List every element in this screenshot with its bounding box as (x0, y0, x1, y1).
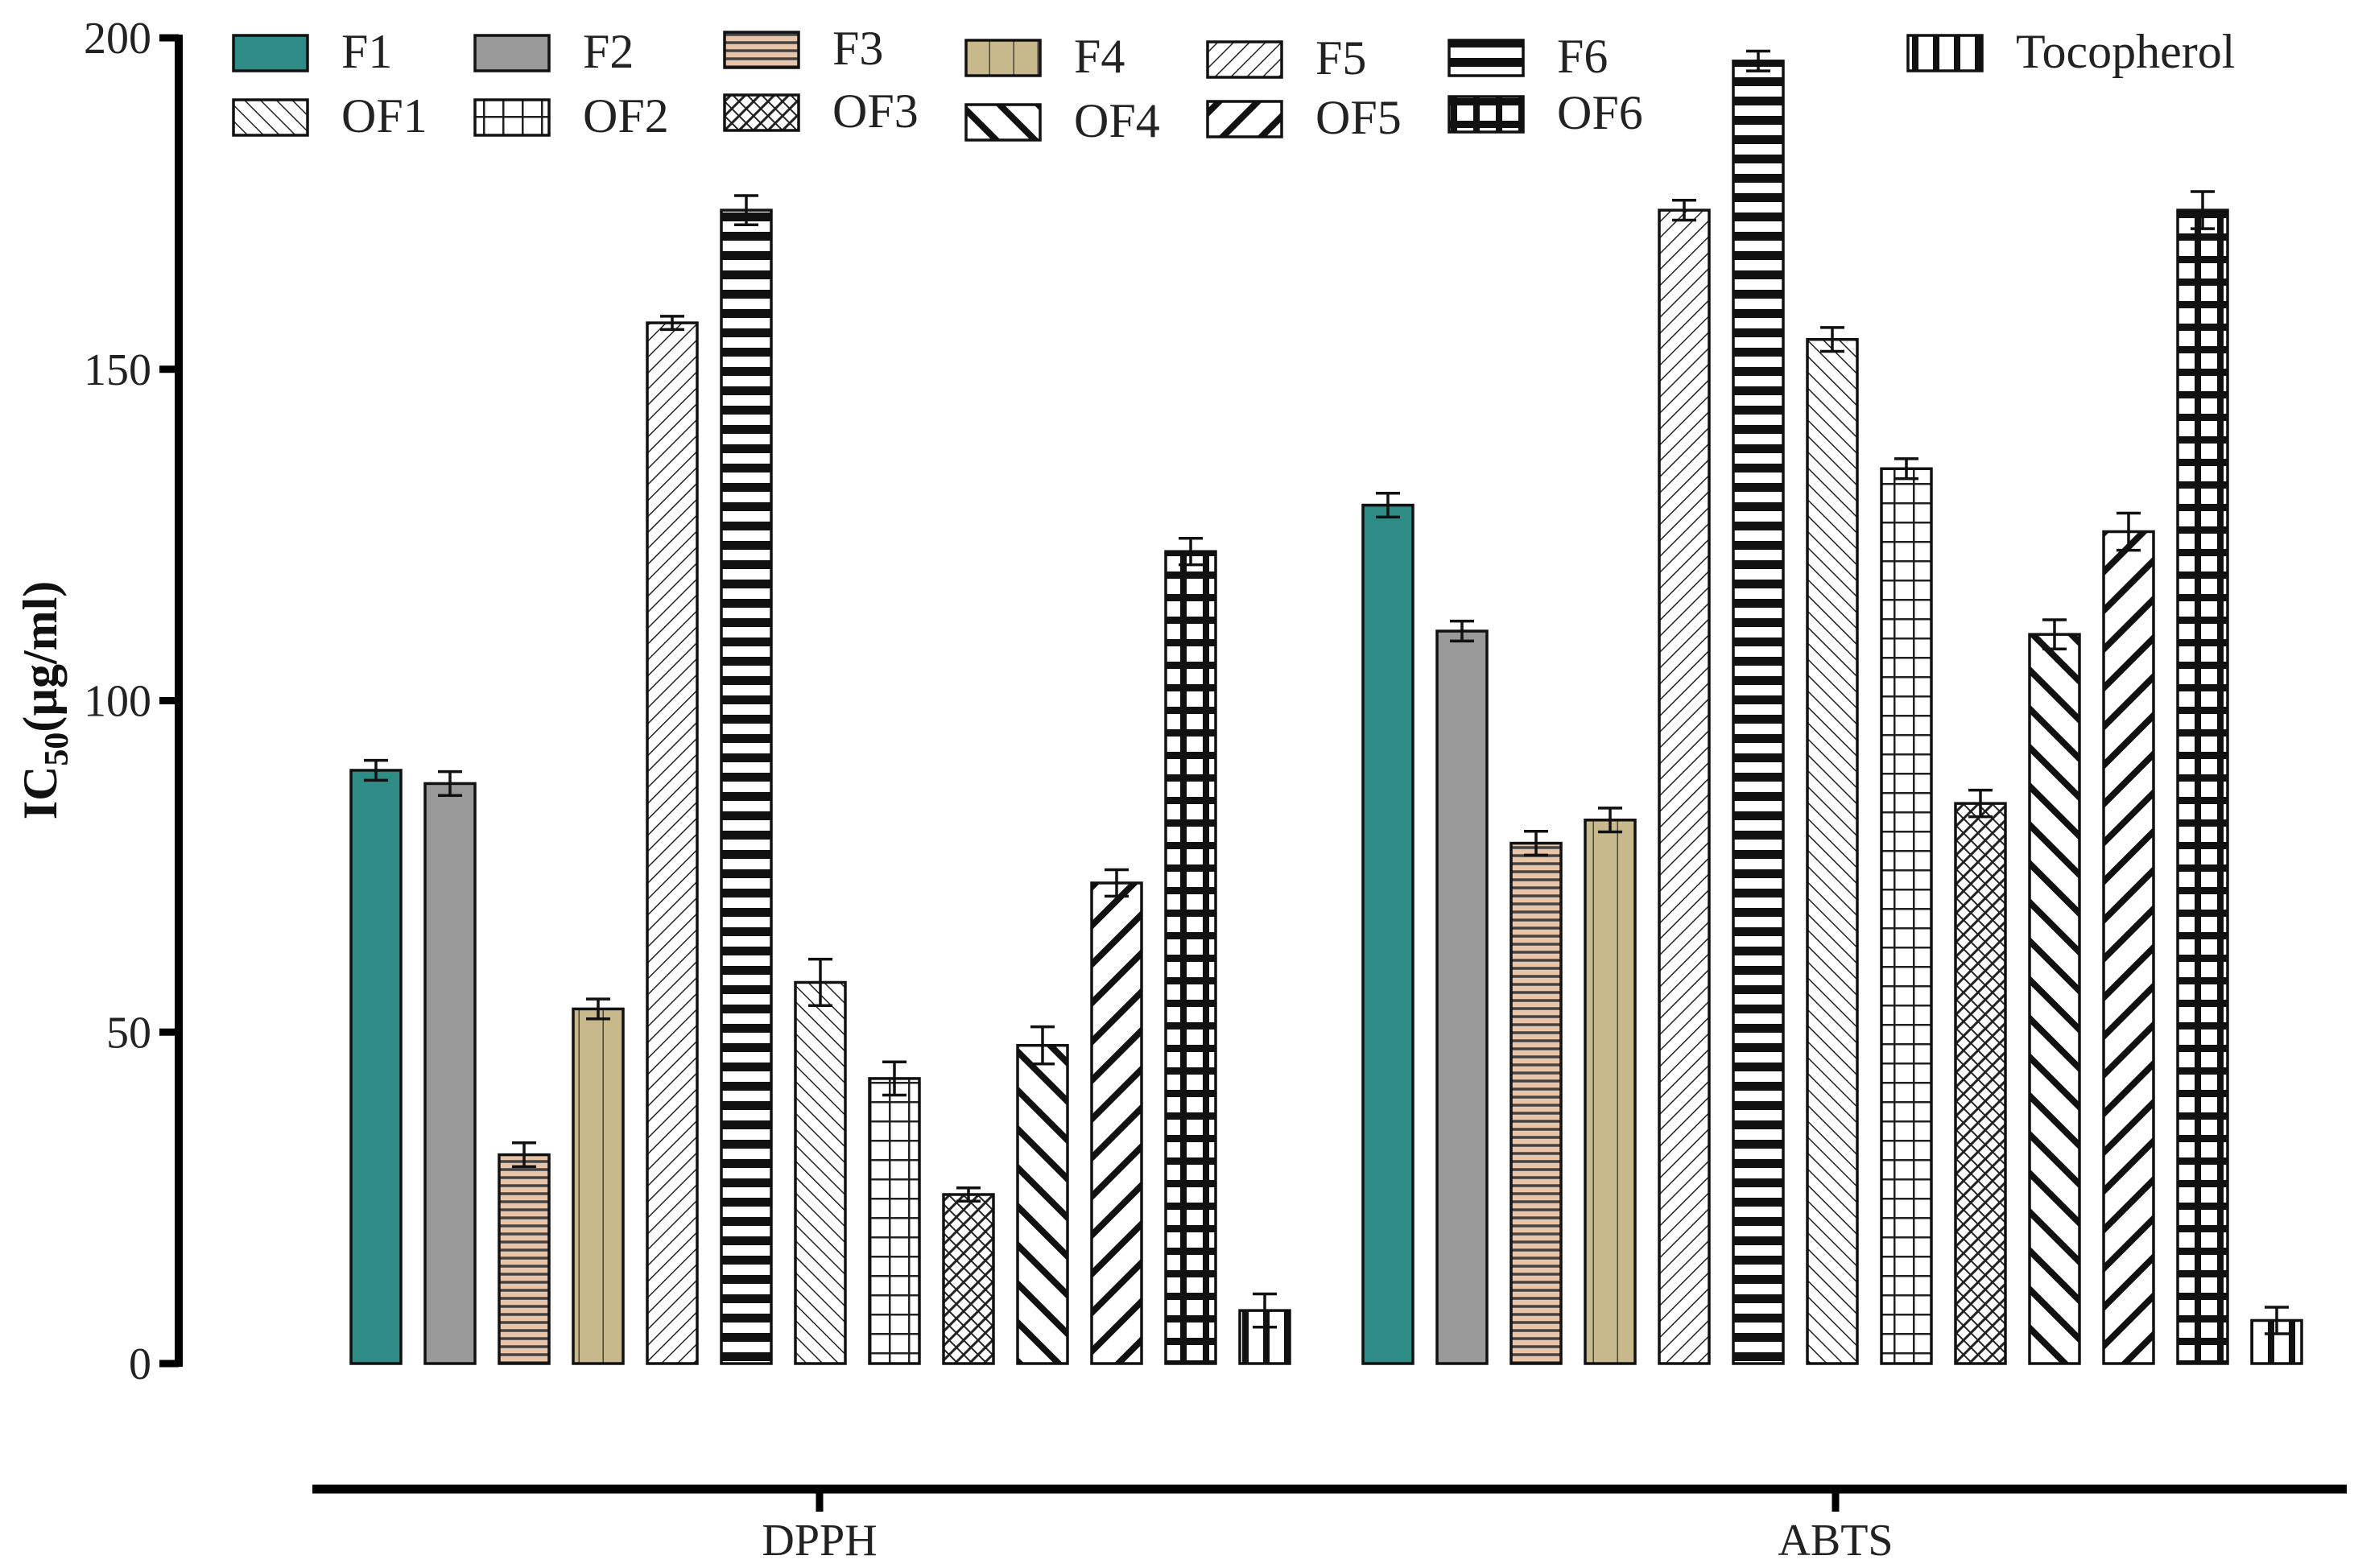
bar-abts-of6 (2176, 208, 2229, 1365)
bar-abts-f5 (1658, 208, 1711, 1365)
legend-swatch-f6 (1448, 39, 1525, 77)
y-axis: 0 50 100 150 200 (84, 14, 183, 1389)
y-tick-label: 50 (106, 1008, 151, 1058)
legend-swatch-f2 (473, 34, 551, 72)
legend-swatch-tocopherol (1906, 34, 1984, 72)
legend-label-f6: F6 (1557, 30, 1608, 83)
legend-swatch-f1 (232, 34, 309, 72)
bar-dpph-of2 (868, 1077, 921, 1365)
legend-swatch-f4 (964, 39, 1042, 77)
bar-dpph-f1 (349, 769, 403, 1365)
x-category-label-abts: ABTS (1778, 1516, 1893, 1566)
bar-abts-of2 (1880, 467, 1933, 1365)
legend-label-of5: OF5 (1315, 91, 1402, 144)
bar-dpph-f3 (498, 1153, 551, 1365)
x-category-label-dpph: DPPH (762, 1516, 877, 1566)
bar-abts-f2 (1435, 629, 1489, 1365)
legend-label-of4: OF4 (1074, 94, 1160, 147)
legend-swatch-of2 (473, 98, 551, 137)
bar-abts-f4 (1584, 818, 1637, 1365)
legend-label-tocopherol: Tocopherol (2016, 25, 2235, 78)
legend-label-f5: F5 (1315, 31, 1366, 85)
bar-dpph-of4 (1016, 1043, 1069, 1365)
legend-label-of2: OF2 (583, 89, 669, 142)
y-axis-label-unit: (µg/ml) (14, 581, 67, 732)
bar-dpph-of3 (942, 1193, 995, 1365)
legend-swatch-of6 (1448, 95, 1525, 134)
bar-dpph-of5 (1090, 881, 1143, 1365)
bar-dpph-f5 (646, 321, 699, 1365)
bar-abts-f1 (1361, 503, 1414, 1365)
x-axis: DPPH ABTS (312, 1484, 2347, 1566)
legend-label-of6: OF6 (1557, 86, 1643, 139)
legend-swatch-of1 (232, 98, 309, 137)
y-axis-label-main: IC (14, 766, 67, 820)
bar-dpph-f2 (423, 782, 477, 1365)
bar-abts-f3 (1509, 841, 1563, 1365)
bar-abts-of4 (2028, 633, 2081, 1365)
y-tick-label: 0 (129, 1339, 151, 1389)
legend-swatch-of5 (1206, 100, 1283, 138)
bar-abts-f6 (1732, 60, 1785, 1365)
bar-dpph-of1 (794, 980, 847, 1365)
legend: F1 F2 F3 F4 F5 F6 OF1 OF2 OF3 OF4 OF5 OF6 Tocopherol (232, 22, 2235, 147)
legend-swatch-of4 (964, 103, 1042, 142)
y-axis-label-subscript: 50 (39, 732, 76, 766)
y-tick-label: 150 (84, 345, 151, 395)
legend-label-f3: F3 (832, 22, 883, 75)
legend-label-f1: F1 (341, 25, 392, 78)
bar-abts-of1 (1806, 337, 1859, 1365)
legend-label-f2: F2 (583, 25, 634, 78)
bar-dpph-f6 (720, 208, 773, 1365)
legend-label-of1: OF1 (341, 89, 427, 142)
legend-swatch-of3 (723, 93, 800, 132)
legend-label-f4: F4 (1074, 30, 1125, 83)
legend-swatch-f3 (723, 31, 800, 69)
y-tick-label: 100 (84, 677, 151, 727)
y-tick-label: 200 (84, 14, 151, 64)
bars-group (349, 49, 2303, 1365)
bar-dpph-of6 (1164, 550, 1217, 1365)
bar-dpph-f4 (572, 1007, 625, 1365)
y-axis-label: IC50(µg/ml) (14, 581, 76, 820)
bar-abts-of5 (2102, 530, 2155, 1365)
bar-abts-of3 (1954, 802, 2007, 1365)
legend-label-of3: OF3 (832, 85, 919, 138)
legend-swatch-f5 (1206, 40, 1283, 79)
